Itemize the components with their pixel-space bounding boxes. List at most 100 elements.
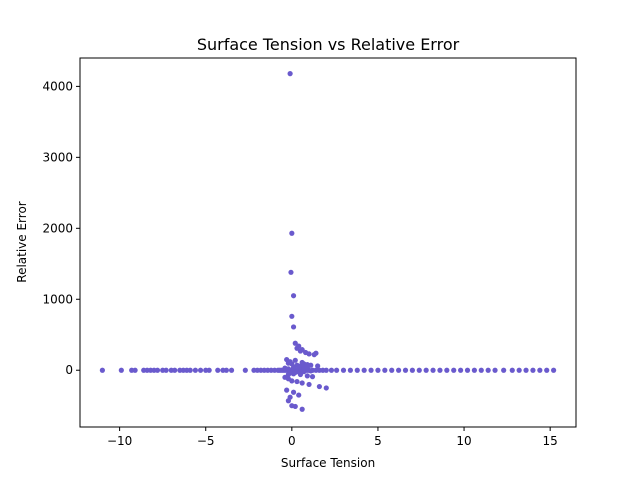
data-point — [402, 367, 409, 373]
y-tick-label: 2000 — [42, 221, 73, 235]
data-point — [290, 371, 297, 377]
data-point — [289, 230, 295, 236]
data-point — [197, 367, 204, 373]
data-point — [509, 367, 515, 373]
data-point — [297, 348, 304, 354]
data-point — [323, 367, 329, 373]
data-point — [154, 367, 161, 373]
data-point — [285, 398, 291, 404]
data-point — [292, 357, 298, 363]
data-point — [304, 373, 310, 379]
y-tick-label: 3000 — [42, 150, 73, 164]
x-axis: −10 −5 0 5 10 15 — [107, 427, 558, 448]
data-point — [290, 324, 297, 330]
x-tick-label: 15 — [543, 434, 558, 448]
data-point — [290, 364, 297, 370]
data-point — [516, 367, 522, 373]
data-point — [288, 269, 294, 275]
data-point — [192, 367, 198, 373]
x-tick-label: 5 — [374, 434, 382, 448]
data-point — [206, 367, 212, 373]
data-point — [282, 374, 288, 380]
data-point — [523, 367, 529, 373]
data-point — [215, 367, 221, 373]
data-point — [382, 367, 388, 373]
data-point — [297, 369, 304, 375]
chart-title: Surface Tension vs Relative Error — [197, 35, 460, 54]
data-point — [299, 380, 305, 386]
data-point — [289, 378, 295, 384]
data-point — [389, 367, 395, 373]
data-point — [347, 367, 353, 373]
y-axis-label: Relative Error — [15, 201, 29, 283]
data-point — [309, 374, 316, 380]
data-point — [315, 363, 321, 369]
data-point — [354, 367, 360, 373]
data-point — [290, 293, 297, 299]
data-point — [294, 345, 300, 351]
y-axis: 0 1000 2000 3000 4000 — [42, 79, 80, 377]
data-point — [430, 367, 436, 373]
data-point — [228, 367, 235, 373]
data-point — [423, 367, 429, 373]
data-point — [340, 367, 347, 373]
x-axis-label: Surface Tension — [281, 456, 375, 470]
data-point — [416, 367, 422, 373]
data-point — [296, 392, 302, 398]
data-point — [313, 350, 319, 356]
data-points — [99, 71, 557, 412]
data-point — [361, 367, 367, 373]
data-point — [299, 406, 305, 412]
data-point — [118, 367, 124, 373]
data-point — [537, 367, 543, 373]
data-point — [172, 367, 178, 373]
data-point — [485, 367, 491, 373]
data-point — [464, 367, 471, 373]
data-point — [334, 367, 340, 373]
y-tick-label: 1000 — [42, 292, 73, 306]
data-point — [551, 367, 557, 373]
y-tick-label: 4000 — [42, 79, 73, 93]
data-point — [375, 367, 381, 373]
data-point — [328, 367, 335, 373]
data-point — [187, 367, 193, 373]
data-point — [223, 367, 229, 373]
data-point — [444, 367, 450, 373]
data-point — [458, 367, 464, 373]
data-point — [163, 367, 169, 373]
data-point — [99, 367, 105, 373]
data-point — [396, 367, 402, 373]
data-point — [242, 367, 248, 373]
data-point — [409, 367, 415, 373]
y-tick-label: 0 — [65, 363, 73, 377]
plot-area — [79, 57, 577, 428]
data-point — [306, 351, 312, 357]
data-point — [290, 389, 297, 395]
data-point — [501, 367, 507, 373]
data-point — [437, 367, 443, 373]
data-point — [287, 71, 293, 77]
data-point — [451, 367, 457, 373]
data-point — [471, 367, 477, 373]
data-point — [492, 367, 498, 373]
x-tick-label: 0 — [288, 434, 296, 448]
data-point — [544, 367, 550, 373]
x-tick-label: 10 — [456, 434, 471, 448]
data-point — [289, 313, 295, 319]
data-point — [478, 367, 484, 373]
data-point — [530, 367, 536, 373]
data-point — [323, 385, 329, 391]
data-point — [368, 367, 374, 373]
data-point — [285, 366, 291, 372]
data-point — [306, 381, 312, 388]
data-point — [294, 378, 300, 385]
data-point — [292, 340, 298, 346]
data-point — [316, 383, 322, 390]
x-tick-label: −5 — [197, 434, 215, 448]
data-point — [132, 367, 138, 373]
data-point — [289, 403, 295, 409]
data-point — [284, 387, 290, 393]
data-point — [308, 368, 314, 374]
x-tick-label: −10 — [107, 434, 132, 448]
